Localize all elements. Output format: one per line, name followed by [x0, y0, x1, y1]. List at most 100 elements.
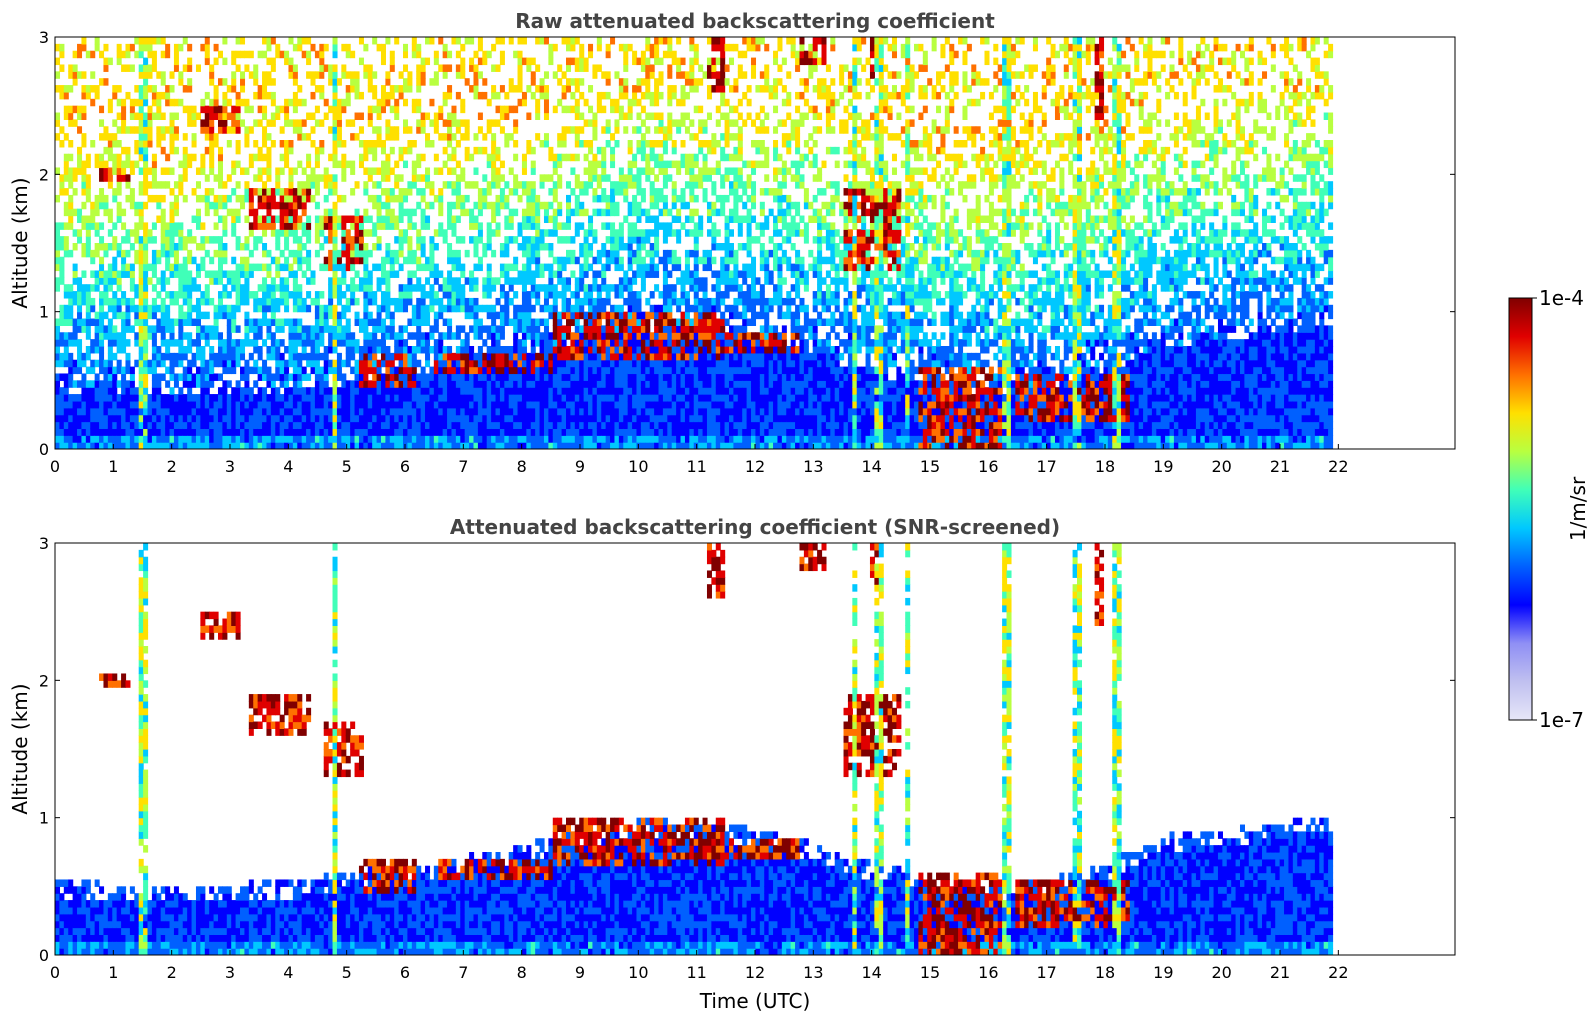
heatmap-cell	[473, 387, 479, 395]
heatmap-cell	[464, 78, 470, 86]
heatmap-cell	[262, 133, 268, 141]
heatmap-cell	[217, 311, 223, 320]
heatmap-cell	[610, 407, 616, 416]
heatmap-cell	[464, 297, 470, 306]
heatmap-cell	[513, 181, 519, 189]
heatmap-cell	[491, 387, 497, 395]
heatmap-cell	[81, 421, 87, 429]
heatmap-cell	[539, 435, 545, 443]
heatmap-cell	[204, 297, 210, 306]
heatmap-cell	[235, 284, 241, 292]
heatmap-cell	[103, 201, 109, 210]
heatmap-cell	[195, 352, 201, 361]
chart-title: Raw attenuated backscattering coefficien…	[515, 9, 995, 33]
heatmap-cell	[59, 318, 65, 326]
heatmap-cell	[530, 256, 536, 265]
heatmap-cell	[407, 78, 413, 86]
heatmap-cell	[623, 318, 629, 326]
heatmap-cell	[495, 64, 501, 72]
heatmap-cell	[129, 126, 135, 134]
heatmap-cell	[169, 188, 175, 196]
heatmap-cell	[588, 229, 594, 237]
heatmap-cell	[570, 352, 576, 361]
heatmap-cell	[160, 318, 166, 326]
heatmap-cell	[112, 263, 118, 272]
heatmap-cell	[513, 236, 519, 244]
heatmap-cell	[535, 297, 541, 306]
heatmap-cell	[169, 222, 175, 230]
heatmap-cell	[442, 304, 448, 313]
heatmap-cell	[636, 325, 642, 333]
heatmap-cell	[499, 421, 505, 429]
heatmap-cell	[623, 78, 629, 86]
heatmap-cell	[350, 346, 356, 354]
heatmap-cell	[138, 37, 144, 45]
heatmap-cell	[262, 277, 268, 285]
heatmap-cell	[112, 428, 118, 436]
heatmap-cell	[195, 208, 201, 217]
heatmap-cell	[116, 380, 122, 388]
heatmap-cell	[195, 194, 201, 203]
heatmap-cell	[314, 387, 320, 395]
heatmap-cell	[244, 167, 250, 175]
heatmap-cell	[94, 373, 100, 381]
heatmap-cell	[618, 421, 624, 429]
heatmap-cell	[499, 188, 505, 196]
heatmap-cell	[310, 359, 316, 368]
heatmap-cell	[165, 435, 171, 443]
heatmap-cell	[341, 174, 347, 182]
heatmap-cell	[279, 352, 285, 361]
heatmap-cell	[380, 291, 386, 299]
heatmap-cell	[332, 181, 338, 189]
heatmap-cell	[433, 153, 439, 162]
heatmap-cell	[491, 64, 497, 72]
heatmap-cell	[94, 284, 100, 292]
heatmap-cell	[627, 318, 633, 326]
heatmap-cell	[460, 119, 466, 127]
heatmap-cell	[182, 435, 188, 443]
heatmap-cell	[358, 126, 364, 134]
heatmap-cell	[222, 222, 228, 230]
heatmap-cell	[429, 243, 435, 251]
heatmap-cell	[504, 297, 510, 306]
heatmap-cell	[336, 421, 342, 429]
heatmap-cell	[217, 249, 223, 258]
heatmap-cell	[411, 174, 417, 182]
heatmap-cell	[173, 201, 179, 210]
heatmap-cell	[156, 215, 162, 223]
heatmap-cell	[173, 373, 179, 381]
heatmap-cell	[416, 311, 422, 320]
heatmap-cell	[354, 229, 360, 237]
heatmap-cell	[469, 400, 475, 409]
heatmap-cell	[55, 43, 61, 52]
heatmap-cell	[367, 346, 373, 354]
heatmap-cell	[491, 208, 497, 217]
heatmap-cell	[226, 318, 232, 326]
heatmap-cell	[151, 352, 157, 361]
heatmap-cell	[482, 50, 488, 59]
heatmap-cell	[367, 311, 373, 320]
heatmap-cell	[248, 201, 254, 210]
heatmap-cell	[623, 373, 629, 381]
heatmap-cell	[495, 37, 501, 45]
heatmap-cell	[292, 208, 298, 217]
heatmap-cell	[222, 215, 228, 223]
heatmap-cell	[416, 297, 422, 306]
heatmap-cell	[385, 174, 391, 182]
heatmap-cell	[187, 153, 193, 162]
heatmap-cell	[169, 263, 175, 272]
heatmap-cell	[420, 311, 426, 320]
heatmap-cell	[354, 380, 360, 388]
heatmap-cell	[328, 428, 334, 436]
heatmap-cell	[204, 394, 210, 402]
heatmap-cell	[482, 91, 488, 100]
heatmap-cell	[517, 380, 523, 388]
heatmap-cell	[561, 407, 567, 416]
heatmap-cell	[610, 105, 616, 114]
heatmap-cell	[292, 339, 298, 347]
heatmap-cell	[601, 435, 607, 443]
heatmap-cell	[380, 380, 386, 388]
heatmap-cell	[85, 332, 91, 340]
heatmap-cell	[284, 201, 290, 210]
heatmap-cell	[460, 297, 466, 306]
